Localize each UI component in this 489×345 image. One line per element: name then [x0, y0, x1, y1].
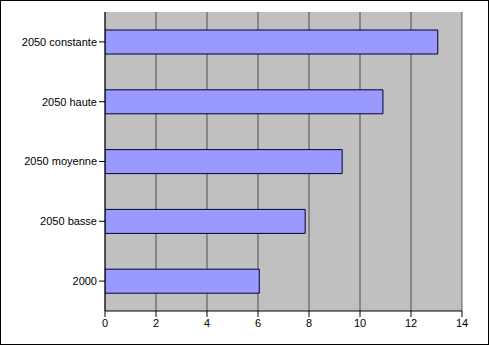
svg-text:2050 basse: 2050 basse — [40, 215, 97, 227]
svg-text:8: 8 — [306, 317, 312, 329]
svg-text:2050 moyenne: 2050 moyenne — [24, 155, 97, 167]
svg-text:2050 haute: 2050 haute — [42, 96, 97, 108]
svg-text:2050 constante: 2050 constante — [22, 36, 97, 48]
svg-text:14: 14 — [456, 317, 468, 329]
svg-text:2: 2 — [153, 317, 159, 329]
svg-text:6: 6 — [255, 317, 261, 329]
svg-text:10: 10 — [354, 317, 366, 329]
svg-text:0: 0 — [102, 317, 108, 329]
svg-text:12: 12 — [405, 317, 417, 329]
svg-text:4: 4 — [204, 317, 210, 329]
svg-text:2000: 2000 — [73, 275, 97, 287]
